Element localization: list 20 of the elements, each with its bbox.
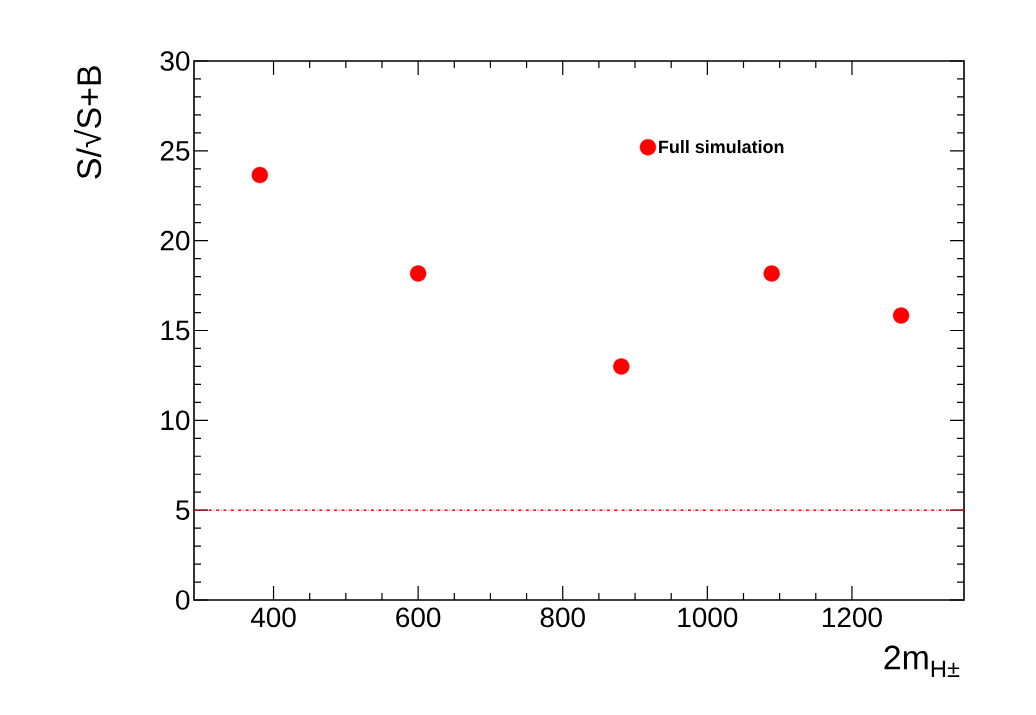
x-tick-label: 1000 bbox=[678, 607, 738, 628]
y-tick-label: 30 bbox=[160, 51, 190, 71]
y-tick-label: 20 bbox=[160, 230, 190, 251]
y-tick-label: 25 bbox=[160, 140, 190, 161]
point bbox=[763, 265, 780, 282]
point bbox=[892, 307, 910, 324]
x-tick-label: 600 bbox=[396, 607, 441, 628]
y-tick-label: 5 bbox=[176, 500, 190, 520]
x-axis-title: 2m$_{H±}$ bbox=[884, 645, 960, 677]
point bbox=[613, 358, 630, 375]
legend-label: Full simulation bbox=[659, 139, 784, 154]
x-tick-label: 400 bbox=[250, 607, 296, 628]
point bbox=[409, 265, 427, 282]
y-tick-label: 10 bbox=[161, 410, 190, 431]
point bbox=[251, 166, 268, 184]
y-tick-label: 15 bbox=[161, 320, 190, 341]
x-tick-label: 1200 bbox=[823, 607, 882, 628]
y-axis-title: S/√S+B bbox=[74, 66, 102, 179]
y-tick-label: 0 bbox=[176, 590, 190, 610]
x-tick-label: 800 bbox=[540, 607, 585, 628]
